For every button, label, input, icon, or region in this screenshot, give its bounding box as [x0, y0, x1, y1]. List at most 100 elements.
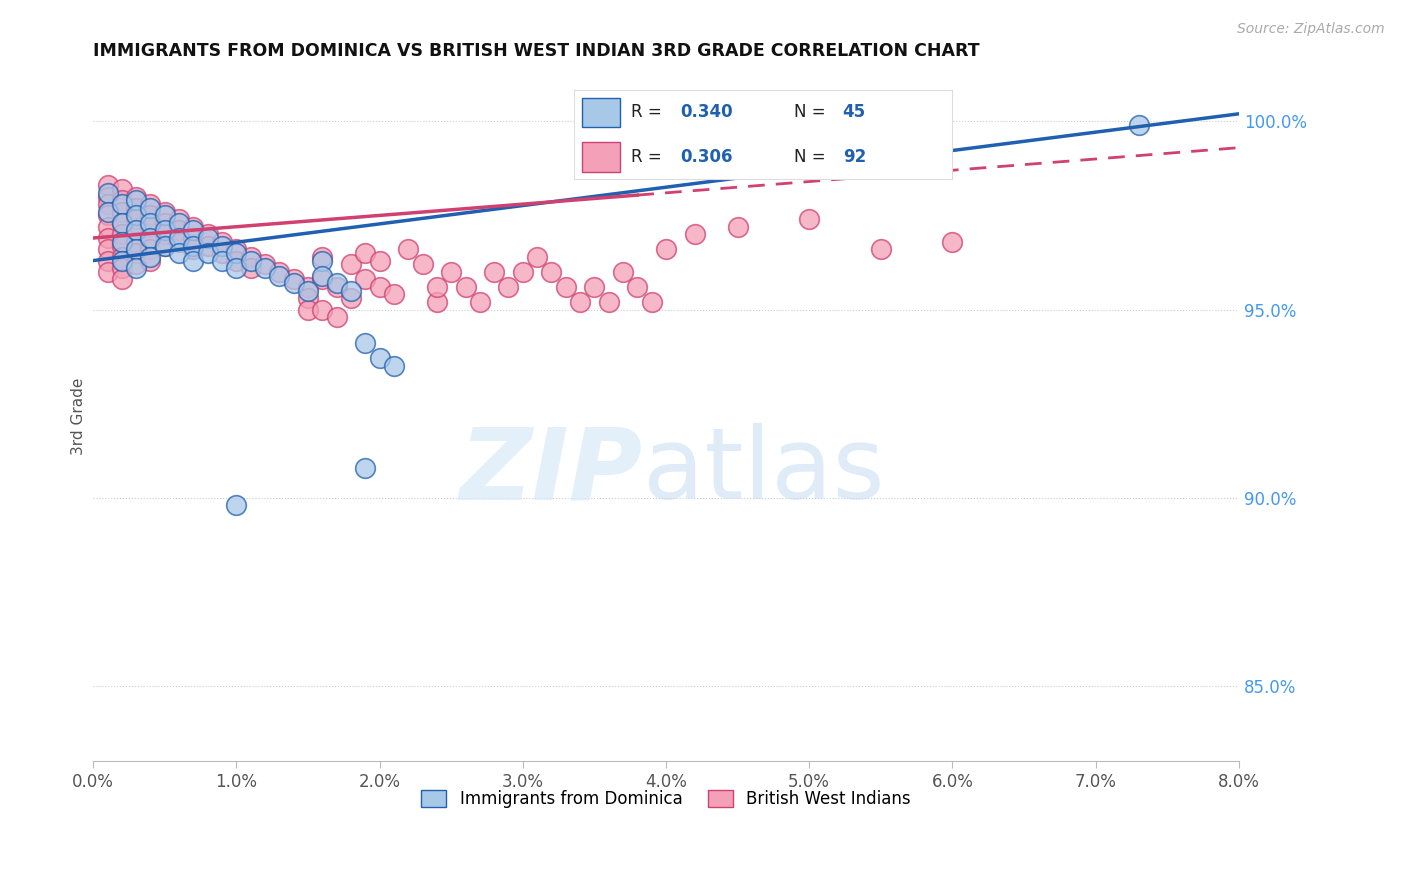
Point	[239, 261, 262, 276]
Point	[183, 231, 205, 245]
Point	[311, 253, 333, 268]
Point	[125, 246, 148, 260]
Point	[354, 460, 377, 475]
Point	[799, 212, 821, 227]
Point	[325, 280, 347, 294]
Point	[526, 250, 548, 264]
Point	[311, 268, 333, 283]
Point	[368, 351, 391, 366]
Point	[311, 250, 333, 264]
Point	[283, 276, 305, 290]
Point	[111, 182, 134, 196]
Point	[683, 227, 706, 242]
Point	[167, 216, 190, 230]
Point	[96, 178, 118, 193]
Point	[583, 280, 606, 294]
Point	[297, 291, 319, 305]
Point	[125, 201, 148, 215]
Point	[125, 223, 148, 237]
Point	[167, 223, 190, 237]
Point	[111, 197, 134, 211]
Point	[340, 257, 363, 271]
Point	[598, 295, 620, 310]
Point	[626, 280, 648, 294]
Point	[125, 242, 148, 256]
Point	[197, 231, 219, 245]
Point	[111, 253, 134, 268]
Point	[125, 212, 148, 227]
Point	[396, 242, 419, 256]
Point	[125, 194, 148, 208]
Point	[167, 231, 190, 245]
Point	[727, 219, 749, 234]
Point	[482, 265, 505, 279]
Point	[96, 189, 118, 203]
Point	[340, 291, 363, 305]
Point	[211, 246, 233, 260]
Point	[941, 235, 963, 249]
Point	[96, 186, 118, 200]
Point	[139, 231, 162, 245]
Point	[111, 216, 134, 230]
Point	[382, 287, 405, 301]
Point	[340, 284, 363, 298]
Point	[125, 189, 148, 203]
Point	[167, 212, 190, 227]
Point	[111, 227, 134, 242]
Point	[183, 223, 205, 237]
Point	[253, 261, 276, 276]
Point	[111, 238, 134, 252]
Point	[125, 261, 148, 276]
Point	[368, 280, 391, 294]
Point	[269, 265, 291, 279]
Point	[211, 238, 233, 252]
Point	[297, 280, 319, 294]
Text: Source: ZipAtlas.com: Source: ZipAtlas.com	[1237, 22, 1385, 37]
Point	[139, 219, 162, 234]
Text: atlas: atlas	[643, 424, 884, 520]
Point	[96, 242, 118, 256]
Point	[167, 235, 190, 249]
Point	[197, 227, 219, 242]
Point	[96, 265, 118, 279]
Point	[440, 265, 463, 279]
Point	[640, 295, 662, 310]
Point	[325, 310, 347, 324]
Point	[253, 257, 276, 271]
Point	[139, 231, 162, 245]
Point	[297, 284, 319, 298]
Point	[325, 276, 347, 290]
Point	[183, 219, 205, 234]
Point	[283, 272, 305, 286]
Point	[153, 209, 176, 223]
Point	[211, 235, 233, 249]
Point	[111, 272, 134, 286]
Legend: Immigrants from Dominica, British West Indians: Immigrants from Dominica, British West I…	[415, 783, 917, 814]
Point	[512, 265, 534, 279]
Point	[612, 265, 634, 279]
Point	[498, 280, 520, 294]
Text: IMMIGRANTS FROM DOMINICA VS BRITISH WEST INDIAN 3RD GRADE CORRELATION CHART: IMMIGRANTS FROM DOMINICA VS BRITISH WEST…	[93, 42, 980, 60]
Point	[382, 359, 405, 373]
Point	[125, 257, 148, 271]
Point	[225, 246, 247, 260]
Point	[153, 238, 176, 252]
Point	[183, 253, 205, 268]
Point	[153, 227, 176, 242]
Point	[211, 253, 233, 268]
Point	[111, 235, 134, 249]
Point	[354, 272, 377, 286]
Point	[96, 204, 118, 219]
Point	[183, 242, 205, 256]
Point	[225, 498, 247, 512]
Point	[153, 223, 176, 237]
Point	[111, 194, 134, 208]
Point	[311, 272, 333, 286]
Point	[426, 280, 449, 294]
Point	[153, 238, 176, 252]
Point	[167, 246, 190, 260]
Point	[554, 280, 576, 294]
Point	[125, 223, 148, 237]
Point	[368, 253, 391, 268]
Point	[225, 242, 247, 256]
